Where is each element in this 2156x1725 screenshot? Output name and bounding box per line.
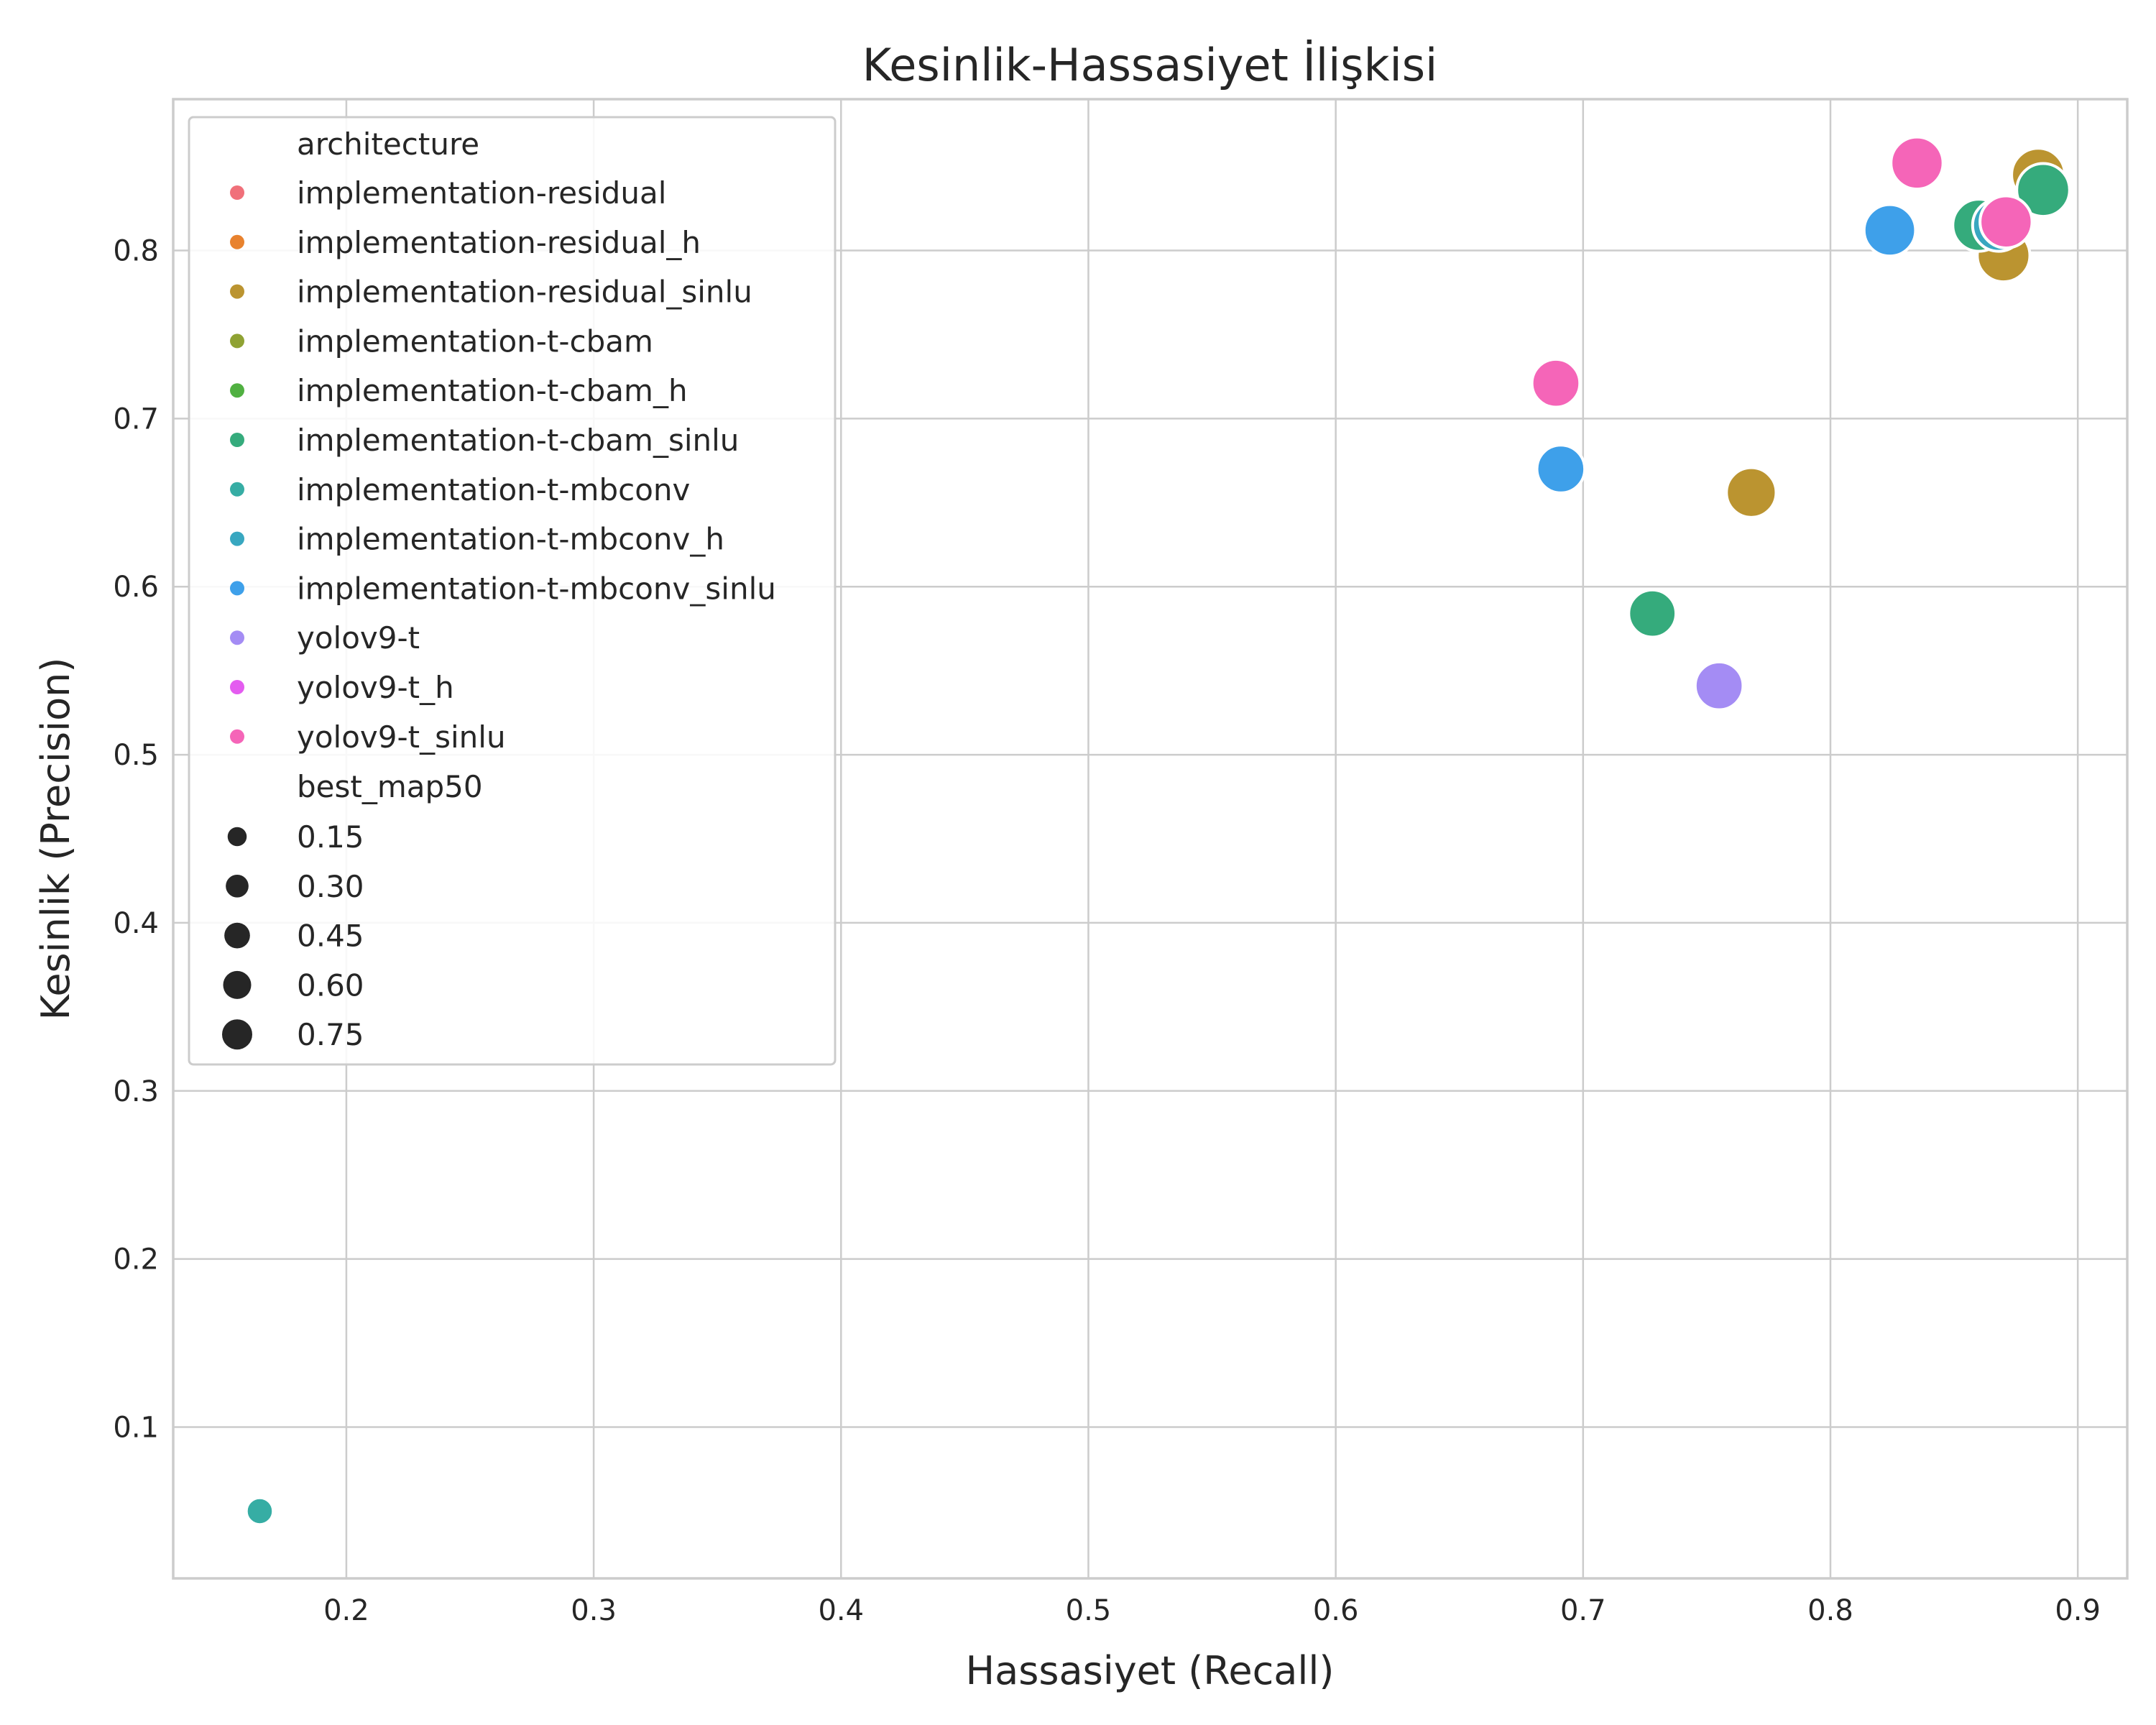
legend-marker — [230, 630, 244, 645]
legend-label: yolov9-t_h — [297, 670, 454, 705]
legend-marker — [230, 433, 244, 447]
legend-size-entries: 0.15 0.30 0.45 0.60 0.75 — [222, 819, 364, 1052]
y-tick-label: 0.8 — [113, 234, 159, 267]
legend-size-label: 0.75 — [297, 1017, 364, 1052]
x-tick-label: 0.8 — [1807, 1594, 1853, 1627]
legend-size-label: 0.30 — [297, 869, 364, 904]
legend-marker — [230, 383, 244, 398]
x-axis-label: Hassasiyet (Recall) — [966, 1648, 1335, 1693]
y-tick-label: 0.4 — [113, 907, 159, 940]
data-point — [1627, 588, 1678, 639]
data-point — [1535, 443, 1587, 494]
data-point — [1862, 203, 1917, 258]
legend-size-label: 0.15 — [297, 819, 364, 855]
y-tick-label: 0.1 — [113, 1412, 159, 1445]
legend-size-title: best_map50 — [297, 769, 483, 804]
legend-label: implementation-t-cbam_h — [297, 373, 688, 408]
legend-label: implementation-t-mbconv — [297, 472, 690, 507]
legend-label: implementation-residual — [297, 175, 666, 211]
legend-label: implementation-t-mbconv_sinlu — [297, 571, 776, 606]
plot-frame — [172, 98, 2129, 1580]
legend-hue-title: architecture — [297, 126, 479, 162]
legend-label: implementation-t-cbam_sinlu — [297, 423, 739, 458]
x-tick-label: 0.9 — [2055, 1594, 2101, 1627]
y-tick-label: 0.3 — [113, 1075, 159, 1108]
x-tick-label: 0.2 — [323, 1594, 369, 1627]
y-tick-label: 0.2 — [113, 1243, 159, 1276]
data-point — [1889, 135, 1945, 191]
legend-size-marker — [226, 874, 249, 898]
legend-marker — [230, 581, 244, 596]
legend-size-marker — [222, 1019, 252, 1050]
legend-size-marker — [223, 970, 252, 999]
legend-label: yolov9-t_sinlu — [297, 719, 506, 755]
legend-size-label: 0.60 — [297, 967, 364, 1003]
legend-size-label: 0.45 — [297, 919, 364, 954]
legend-marker — [230, 284, 244, 299]
x-tick-label: 0.5 — [1066, 1594, 1112, 1627]
legend-label: implementation-t-mbconv_h — [297, 522, 724, 557]
data-point — [1725, 466, 1778, 519]
legend-marker — [230, 531, 244, 546]
legend-marker — [230, 334, 244, 349]
data-points — [244, 135, 2071, 1527]
x-tick-label: 0.4 — [818, 1594, 864, 1627]
y-axis-label: Kesinlik (Precision) — [33, 658, 78, 1021]
legend-label: yolov9-t — [297, 620, 420, 656]
x-tick-label: 0.7 — [1560, 1594, 1606, 1627]
x-tick-label: 0.3 — [571, 1594, 617, 1627]
y-tick-label: 0.6 — [113, 571, 159, 604]
legend-marker — [230, 234, 244, 249]
x-tick-labels: 0.2 0.3 0.4 0.5 0.6 0.7 0.8 0.9 — [323, 1594, 2101, 1627]
legend: architecture implementation-residualimpl… — [188, 116, 837, 1066]
x-tick-label: 0.6 — [1313, 1594, 1359, 1627]
grid-lines — [173, 99, 2127, 1578]
legend-hue-entries: implementation-residual implementation-re… — [230, 175, 776, 755]
legend-marker — [230, 729, 244, 744]
legend-label: implementation-t-cbam — [297, 323, 653, 359]
legend-box — [188, 116, 837, 1066]
legend-marker — [230, 482, 244, 497]
legend-label: implementation-residual_sinlu — [297, 275, 752, 310]
legend-size-marker — [224, 922, 250, 949]
y-tick-label: 0.7 — [113, 402, 159, 436]
data-point — [244, 1496, 275, 1527]
y-tick-label: 0.5 — [113, 739, 159, 772]
legend-label: implementation-residual_h — [297, 225, 701, 260]
data-point — [1693, 660, 1745, 712]
data-point — [1530, 357, 1582, 409]
y-tick-labels: 0.1 0.2 0.3 0.4 0.5 0.6 0.7 0.8 — [113, 234, 159, 1444]
legend-marker — [230, 680, 244, 694]
data-point — [1978, 194, 2034, 249]
chart-title: Kesinlik-Hassasiyet İlişkisi — [862, 39, 1438, 91]
legend-size-marker — [227, 827, 247, 847]
legend-marker — [230, 185, 244, 200]
data-point — [2015, 162, 2071, 218]
